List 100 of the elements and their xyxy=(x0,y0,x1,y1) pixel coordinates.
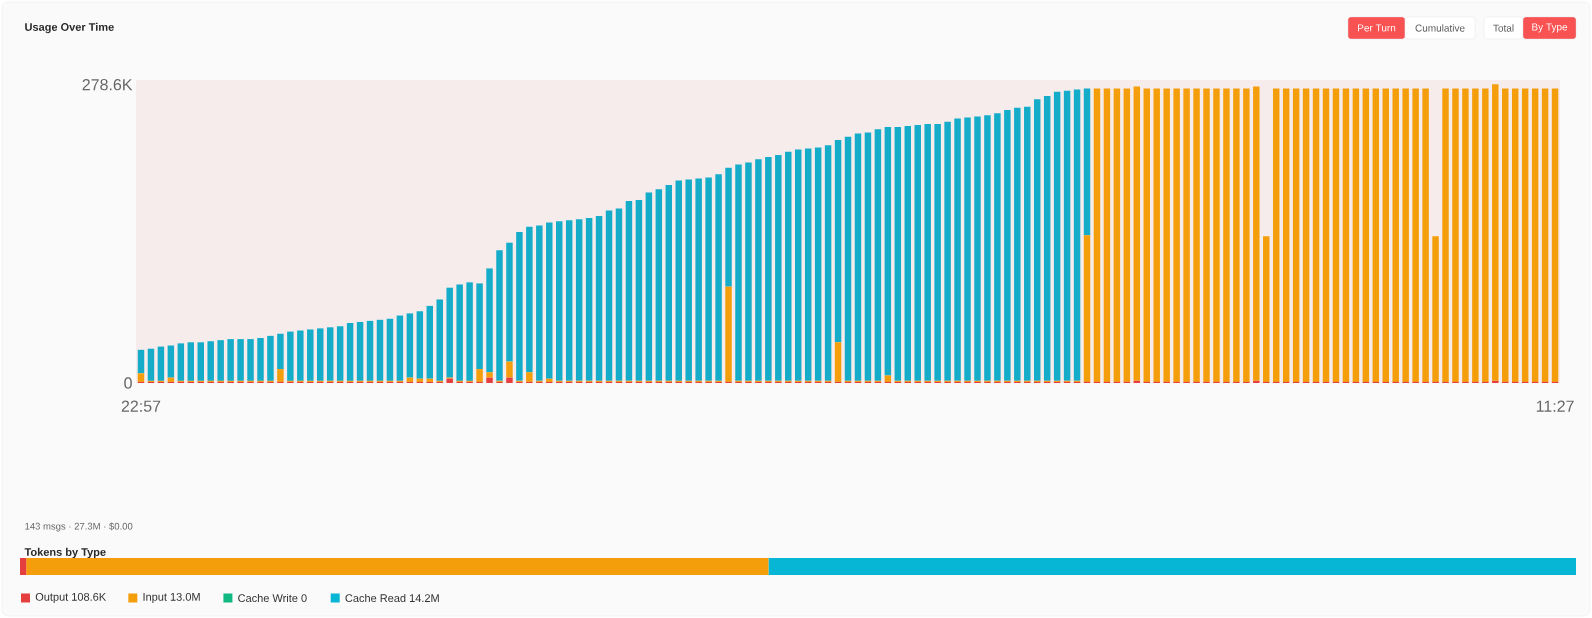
text: 143 msgs · 27.3M · $0.00 xyxy=(25,522,133,532)
bar xyxy=(137,349,145,374)
bar xyxy=(1342,88,1350,382)
bar xyxy=(436,299,443,381)
bar xyxy=(147,348,155,381)
y-tick-label: 0 xyxy=(124,377,132,389)
bar xyxy=(1163,88,1170,382)
bar xyxy=(755,159,762,381)
bar xyxy=(864,132,872,381)
bar xyxy=(366,320,374,381)
bar xyxy=(874,129,882,381)
text: By Type xyxy=(1532,23,1568,33)
bar xyxy=(486,268,493,373)
bar xyxy=(556,221,563,381)
bar xyxy=(376,319,384,381)
bar xyxy=(1073,89,1081,381)
bar xyxy=(655,189,663,381)
bar xyxy=(1352,88,1360,382)
bar xyxy=(1492,380,1499,383)
text: Per Turn xyxy=(1358,24,1396,32)
bar xyxy=(585,218,593,381)
bar xyxy=(1541,88,1549,382)
bar xyxy=(1213,88,1220,382)
bar xyxy=(695,178,702,381)
bar xyxy=(1253,380,1260,383)
bar xyxy=(1033,99,1041,381)
legend-label: Input 13.0M xyxy=(143,593,200,603)
bar xyxy=(396,315,404,381)
bar xyxy=(1402,88,1409,382)
bar xyxy=(1043,96,1051,381)
bar xyxy=(1502,88,1509,382)
bar xyxy=(1063,90,1071,381)
bar xyxy=(1143,88,1150,382)
bar xyxy=(406,313,414,378)
bar xyxy=(1272,88,1280,382)
bar xyxy=(346,323,354,381)
bar xyxy=(794,149,802,381)
bar xyxy=(506,242,513,362)
bar xyxy=(1472,88,1479,382)
bar xyxy=(1531,88,1539,382)
bar xyxy=(1024,106,1031,381)
bar xyxy=(934,123,941,381)
bar xyxy=(924,123,931,381)
bar xyxy=(486,372,493,378)
bar xyxy=(1083,235,1091,382)
bar xyxy=(277,333,284,370)
bar xyxy=(1312,88,1320,382)
bar xyxy=(1332,88,1340,382)
bar xyxy=(1382,88,1389,382)
bar xyxy=(416,311,424,379)
bar xyxy=(297,330,304,381)
bar xyxy=(1462,88,1469,382)
bar xyxy=(317,328,324,381)
bar xyxy=(1004,109,1011,381)
bar xyxy=(834,342,842,382)
bar xyxy=(675,180,682,381)
bar xyxy=(446,378,453,383)
bar xyxy=(605,210,613,381)
x-tick-label: 22:57 xyxy=(121,400,161,412)
legend-label: Cache Write 0 xyxy=(238,593,307,603)
bar xyxy=(775,154,782,381)
bar xyxy=(466,282,473,381)
bar xyxy=(824,145,832,381)
bar xyxy=(984,115,991,381)
bar xyxy=(685,179,692,381)
bar xyxy=(536,225,543,381)
bar xyxy=(595,215,603,381)
bar xyxy=(516,232,523,381)
bar xyxy=(546,222,553,379)
bar xyxy=(526,226,533,373)
bar xyxy=(964,117,971,381)
bar xyxy=(476,369,483,382)
bar xyxy=(625,200,633,381)
bar xyxy=(1492,84,1499,381)
bar xyxy=(745,162,752,381)
bar xyxy=(237,339,244,381)
bar xyxy=(1362,88,1370,382)
chart-title: Tokens by Type xyxy=(24,547,106,559)
bar xyxy=(814,147,822,381)
bar xyxy=(1193,88,1200,382)
bar xyxy=(944,121,951,381)
bar xyxy=(635,199,643,381)
bar xyxy=(1432,236,1439,382)
bar xyxy=(1551,88,1559,382)
bar xyxy=(326,327,334,381)
bar xyxy=(884,127,892,376)
bar xyxy=(1422,88,1429,382)
bar xyxy=(1123,88,1131,382)
bar xyxy=(197,342,204,381)
bar xyxy=(1302,88,1310,382)
bar xyxy=(1103,88,1111,382)
bar xyxy=(476,283,483,370)
bar xyxy=(765,157,772,381)
bar xyxy=(785,151,792,381)
bar xyxy=(715,174,722,381)
chart-title: Usage Over Time xyxy=(25,22,114,34)
bar xyxy=(705,177,712,381)
bar xyxy=(486,377,493,383)
text: Cumulative xyxy=(1415,24,1465,32)
bar xyxy=(834,139,842,343)
